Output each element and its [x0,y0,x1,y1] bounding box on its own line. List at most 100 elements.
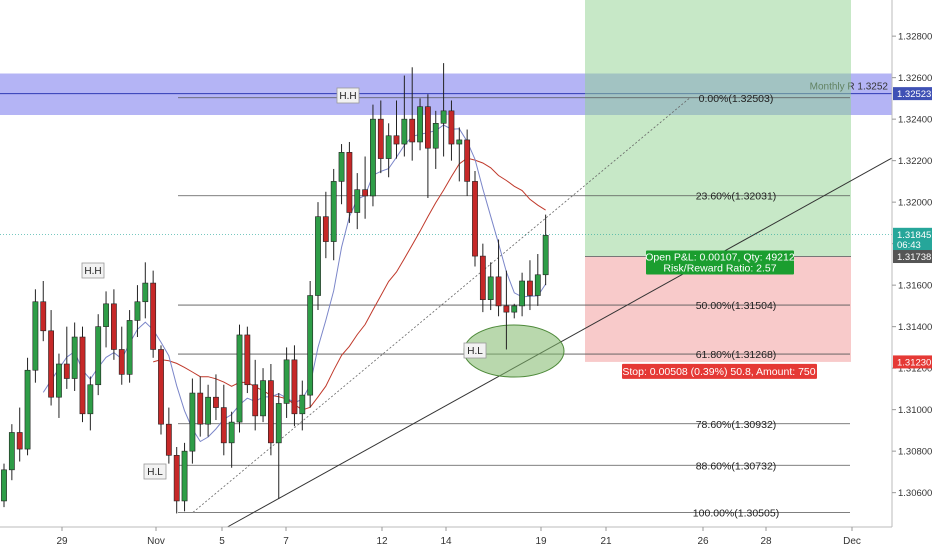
candle-body [220,407,227,444]
candle-body [377,118,384,159]
candle-body [32,301,39,371]
candle-body [448,110,455,145]
time-axis-tick-label: Dec [843,536,861,547]
candle-body [79,336,86,415]
time-axis-tick-label: 19 [535,536,547,547]
price-tag [893,227,932,241]
time-axis-tick-label: 28 [760,536,772,547]
open-pnl-label: Open P&L: 0.00107, Qty: 49212 [645,252,795,264]
candle-body [24,369,31,450]
candle-body [213,396,219,408]
candle-body [472,181,478,257]
candle-body [71,336,78,379]
candle-body [87,384,94,415]
time-axis-tick-label: Nov [147,536,165,547]
price-axis-tick-label: 1.31200 [898,364,932,375]
candle-body [48,330,54,398]
candle-body [260,380,266,417]
candle-body [432,123,439,149]
price-tag-label: 1.31738 [897,252,931,263]
candle-body [385,135,392,159]
fib-level-label: 78.60%(1.30932) [696,419,777,431]
candle-body [354,189,361,213]
candle-body [197,392,204,425]
price-axis-tick-label: 1.31600 [898,281,932,292]
price-tag [893,355,932,369]
structure-label: H.H [84,266,101,277]
slow-moving-average-line [153,157,546,411]
fib-level-label: 100.00%(1.30505) [693,507,779,519]
candle-body [511,305,518,313]
fib-level-label: 23.60%(1.32031) [696,191,777,203]
price-tag [893,238,932,252]
candle-body [142,282,149,303]
candle-body [165,423,172,456]
price-axis-tick-label: 1.30800 [898,447,932,458]
price-axis-tick-label: 1.31000 [898,405,932,416]
candle-body [63,363,70,379]
candle-body [527,280,533,296]
fib-level-label: 61.80%(1.31268) [696,349,777,361]
candle-body [346,152,353,213]
candle-body [479,255,486,300]
candle-body [362,189,368,197]
candle-body [307,295,314,396]
price-axis-tick-label: 1.32000 [898,198,932,209]
price-tag-label: 06:43 [897,240,921,251]
structure-label: H.H [339,91,356,102]
price-tag [893,87,932,101]
candle-body [338,152,345,182]
structure-label: H.L [147,467,163,478]
time-axis-tick-label: 14 [440,536,452,547]
candle-body [244,334,251,386]
candle-body [228,421,235,444]
candle-body [534,274,541,296]
candle-body [118,349,125,375]
candle-body [456,139,463,145]
candle-body [150,282,157,350]
candle-body [1,469,7,502]
stop-label: Stop: 0.00508 (0.39%) 50.8, Amount: 750 [622,366,815,378]
price-tag-label: 1.31230 [897,357,931,368]
candle-body [283,359,290,404]
candle-body [370,118,376,197]
price-axis-tick-label: 1.32200 [898,156,932,167]
candle-body [417,106,423,143]
candle-body [487,276,494,300]
candle-body [189,392,196,452]
candle-body [291,359,298,415]
structure-label-box [336,87,360,104]
price-tag [893,250,932,264]
candle-body [267,380,274,444]
candle-body [205,396,211,425]
candle-body [56,363,62,398]
structure-label-box [463,342,487,359]
candle-body [330,181,337,242]
time-axis-tick-label: 29 [56,536,68,547]
candle-body [464,139,471,182]
candle-body [103,303,109,327]
stop-label-box [622,363,817,379]
structure-label-box [81,262,105,279]
target-zone[interactable] [585,0,851,257]
fib-level-label: 50.00%(1.31504) [696,300,777,312]
candle-body [173,454,180,502]
price-axis-tick-label: 1.32800 [898,32,932,43]
price-tag-label: 1.32523 [897,89,931,100]
structure-label-box [143,463,167,480]
candle-body [181,450,188,502]
candle-body [236,334,243,423]
open-pnl-box [646,250,794,275]
candle-body [158,349,164,425]
candle-body [495,276,502,307]
price-axis-tick-label: 1.32600 [898,73,932,84]
price-axis-tick-label: 1.31400 [898,322,932,333]
candle-body [8,432,15,471]
candle-body [519,280,525,307]
candle-body [111,303,117,350]
price-axis-tick-label: 1.32400 [898,115,932,126]
candle-body [126,320,133,375]
price-axis-tick-label: 1.30600 [898,488,932,499]
